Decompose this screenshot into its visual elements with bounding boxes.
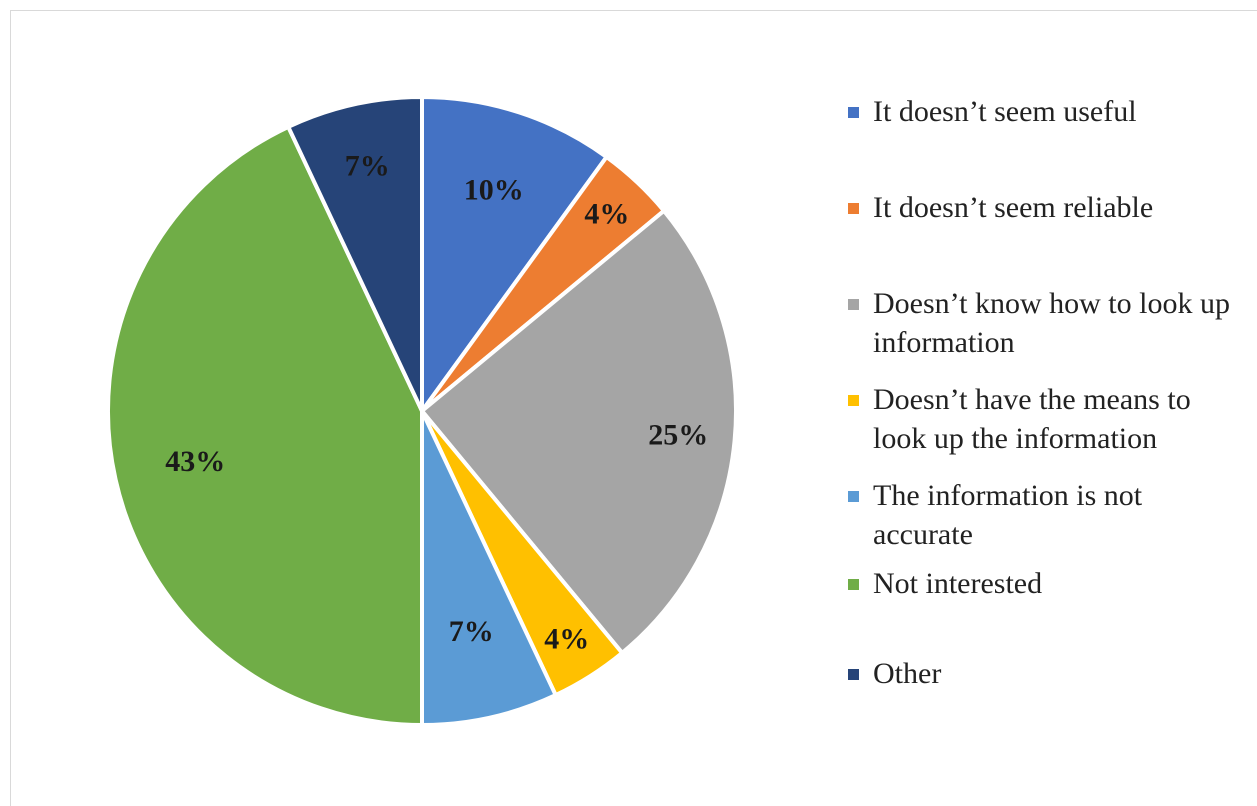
chart-frame [10, 10, 1257, 806]
legend-label: Not interested [873, 567, 1043, 600]
data-label-2: 4% [584, 198, 629, 231]
legend-swatch-icon [848, 107, 859, 118]
legend-swatch-icon [848, 203, 859, 214]
data-label-5: 7% [449, 615, 494, 648]
legend-item-4: Doesn’t have the means to look up the in… [848, 380, 1248, 458]
legend-label: Other [873, 657, 942, 690]
legend-swatch-icon [848, 395, 859, 406]
pie-slice-5 [420, 409, 558, 727]
data-label-6: 43% [165, 445, 225, 478]
legend-swatch-icon [848, 299, 859, 310]
legend-item-7: Other [848, 654, 1248, 693]
legend-swatch-icon [848, 669, 859, 680]
pie-data-labels: 10% 4% 25% 4% 7% 43% 7% [165, 149, 708, 655]
legend-item-2: It doesn’t seem reliable [848, 188, 1248, 227]
pie-slice-6 [106, 124, 424, 727]
legend-item-3: Doesn’t know how to look up information [848, 284, 1248, 362]
legend-label: Doesn’t know how to look up information [873, 287, 1230, 359]
legend-label: It doesn’t seem reliable [873, 191, 1154, 224]
pie-slices [106, 95, 738, 727]
pie-slice-7 [286, 95, 424, 413]
data-label-3: 25% [648, 419, 708, 452]
legend-swatch-icon [848, 579, 859, 590]
data-label-7: 7% [345, 149, 390, 182]
legend-item-5: The information is not accurate [848, 476, 1248, 554]
legend-label: The information is not accurate [873, 479, 1143, 551]
pie-slice-1 [420, 95, 609, 413]
pie-slice-3 [420, 208, 738, 655]
data-label-4: 4% [544, 623, 589, 656]
legend-label: Doesn’t have the means to look up the in… [873, 383, 1191, 455]
legend-item-1: It doesn’t seem useful [848, 92, 1248, 131]
legend-item-6: Not interested [848, 564, 1248, 603]
legend-label: It doesn’t seem useful [873, 95, 1137, 128]
data-label-1: 10% [464, 174, 524, 207]
legend-swatch-icon [848, 491, 859, 502]
